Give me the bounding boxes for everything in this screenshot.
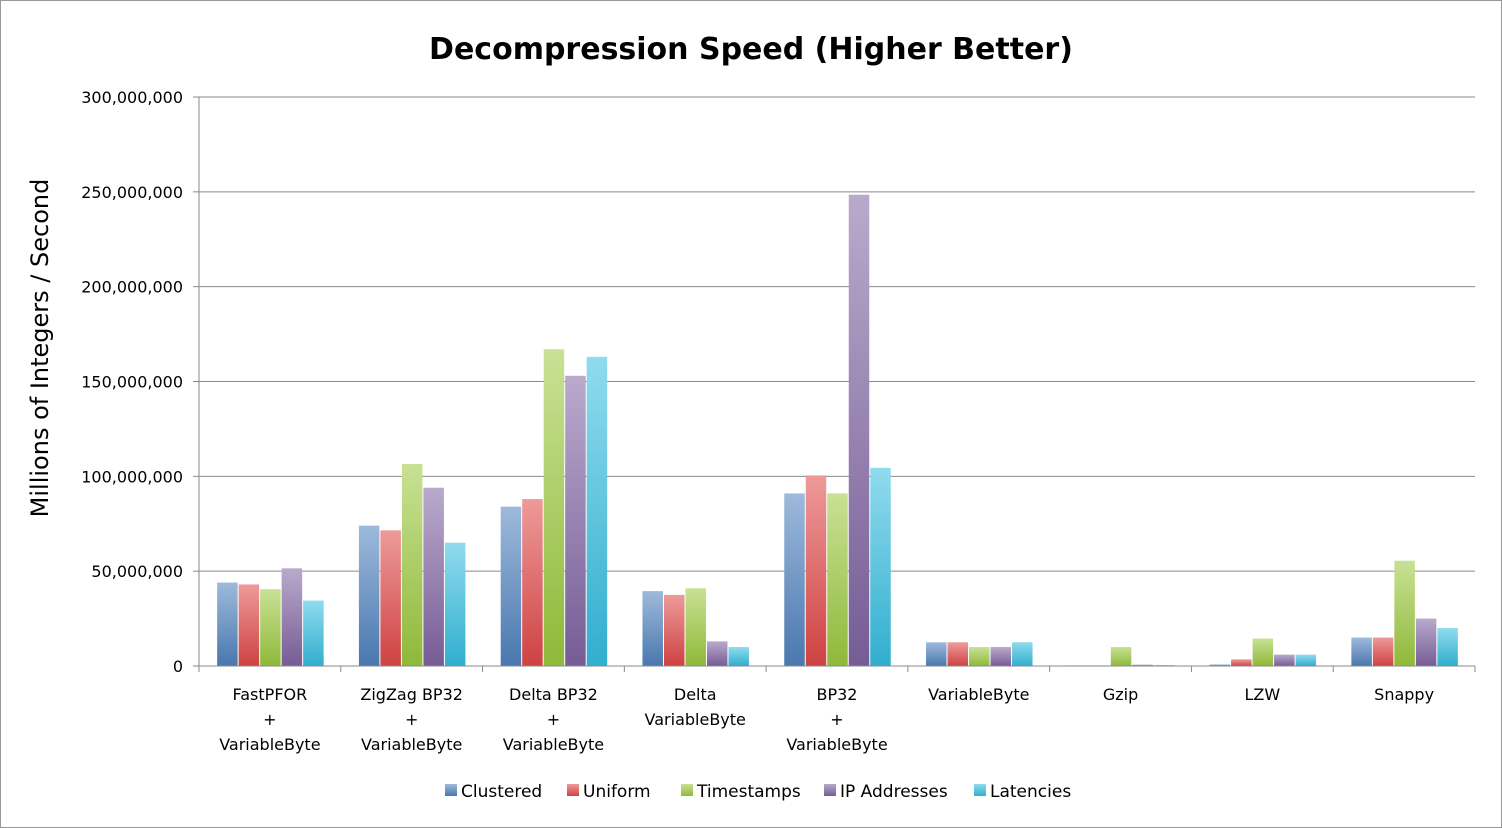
bar-ip-addresses bbox=[1132, 664, 1153, 666]
bar-clustered bbox=[1209, 664, 1231, 666]
category-label: Delta VariableByte bbox=[645, 685, 746, 729]
bar-latencies bbox=[1437, 628, 1458, 666]
category-label: Delta BP32 + VariableByte bbox=[503, 685, 604, 754]
bar-ip-addresses bbox=[565, 375, 586, 666]
category-label: LZW bbox=[1244, 685, 1280, 704]
legend-label: Uniform bbox=[583, 782, 651, 802]
bar-uniform bbox=[238, 584, 260, 666]
legend-item-timestamps: Timestamps bbox=[681, 782, 801, 802]
bar-latencies bbox=[728, 647, 749, 666]
bar-uniform bbox=[1372, 637, 1394, 666]
bar-ip-addresses bbox=[848, 194, 870, 666]
category-label: BP32 + VariableByte bbox=[786, 685, 887, 754]
bar-uniform bbox=[663, 594, 685, 666]
category-label: Snappy bbox=[1374, 685, 1434, 704]
bar-clustered bbox=[926, 642, 947, 666]
bar-uniform bbox=[1231, 659, 1252, 666]
bar-latencies bbox=[444, 542, 466, 666]
bar-timestamps bbox=[685, 588, 706, 666]
x-axis-categories: FastPFOR + VariableByte ZigZag BP32 + Variabl… bbox=[219, 685, 1434, 754]
legend-label: Timestamps bbox=[696, 782, 801, 802]
legend-item-ip-addresses: IP Addresses bbox=[824, 782, 948, 802]
bar-latencies bbox=[1295, 654, 1317, 666]
bar-clustered bbox=[642, 591, 663, 666]
bar-timestamps bbox=[401, 464, 423, 666]
category-label: Gzip bbox=[1103, 685, 1138, 704]
bar-ip-addresses bbox=[1274, 654, 1295, 666]
bar-clustered bbox=[217, 582, 238, 666]
bar-latencies bbox=[870, 467, 891, 666]
y-tick-label: 150,000,000 bbox=[81, 373, 183, 392]
bar-clustered bbox=[784, 493, 805, 666]
bar-clustered bbox=[1351, 637, 1372, 666]
legend-swatch bbox=[681, 784, 693, 796]
y-tick-label: 0 bbox=[173, 657, 183, 676]
bar-timestamps bbox=[1252, 638, 1274, 666]
bar-timestamps bbox=[543, 349, 565, 666]
bar-timestamps bbox=[969, 647, 990, 666]
category-label: VariableByte bbox=[928, 685, 1029, 704]
y-axis-label: Millions of Integers / Second bbox=[26, 179, 54, 518]
y-tick-label: 250,000,000 bbox=[81, 183, 183, 202]
axes bbox=[198, 97, 1476, 672]
y-tick-label: 200,000,000 bbox=[81, 278, 183, 297]
bar-ip-addresses bbox=[423, 487, 444, 666]
legend-label: Latencies bbox=[990, 782, 1071, 802]
legend-swatch bbox=[567, 784, 579, 796]
bar-timestamps bbox=[827, 493, 848, 666]
bar-ip-addresses bbox=[990, 647, 1012, 666]
bar-timestamps bbox=[1110, 647, 1132, 666]
legend-swatch bbox=[974, 784, 986, 796]
chart-title: Decompression Speed (Higher Better) bbox=[429, 32, 1073, 67]
bar-uniform bbox=[947, 642, 969, 666]
y-tick-label: 100,000,000 bbox=[81, 467, 183, 486]
legend: Clustered Uniform Timestamps IP Addresses La… bbox=[445, 782, 1071, 802]
legend-item-clustered: Clustered bbox=[445, 782, 542, 802]
category-label: ZigZag BP32 + VariableByte bbox=[360, 685, 463, 754]
bar-timestamps bbox=[260, 589, 281, 666]
legend-item-uniform: Uniform bbox=[567, 782, 651, 802]
bar-latencies bbox=[1012, 642, 1033, 666]
legend-label: Clustered bbox=[461, 782, 542, 802]
bar-ip-addresses bbox=[706, 641, 728, 666]
y-tick-label: 50,000,000 bbox=[91, 562, 183, 581]
bar-ip-addresses bbox=[281, 568, 303, 666]
bar-clustered bbox=[358, 525, 380, 666]
bar-uniform bbox=[805, 475, 827, 666]
bar-latencies bbox=[303, 600, 324, 666]
bar-ip-addresses bbox=[1415, 618, 1437, 666]
bar-latencies bbox=[586, 356, 608, 666]
legend-swatch bbox=[445, 784, 457, 796]
legend-label: IP Addresses bbox=[840, 782, 948, 802]
bar-timestamps bbox=[1394, 560, 1415, 666]
bar-uniform bbox=[380, 530, 401, 666]
category-label: FastPFOR + VariableByte bbox=[219, 685, 320, 754]
bar-uniform bbox=[522, 499, 543, 666]
legend-swatch bbox=[824, 784, 836, 796]
bars bbox=[217, 194, 1458, 666]
y-axis-ticks: 0 50,000,000 100,000,000 150,000,000 200,000… bbox=[81, 88, 199, 676]
bar-clustered bbox=[500, 506, 522, 666]
legend-item-latencies: Latencies bbox=[974, 782, 1071, 802]
y-tick-label: 300,000,000 bbox=[81, 88, 183, 107]
